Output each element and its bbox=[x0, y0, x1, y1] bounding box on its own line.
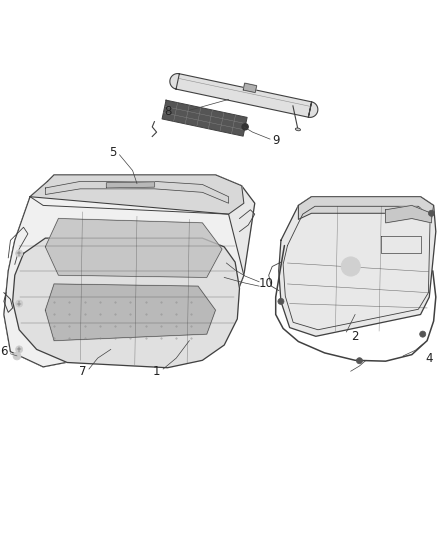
Circle shape bbox=[420, 331, 426, 337]
Text: 8: 8 bbox=[164, 105, 171, 118]
Circle shape bbox=[16, 346, 23, 353]
Circle shape bbox=[16, 250, 23, 257]
Text: 5: 5 bbox=[109, 146, 117, 159]
Text: 4: 4 bbox=[426, 352, 433, 365]
Circle shape bbox=[278, 298, 284, 304]
Text: 10: 10 bbox=[258, 278, 273, 290]
Circle shape bbox=[242, 124, 248, 130]
Ellipse shape bbox=[295, 128, 300, 131]
Circle shape bbox=[428, 210, 434, 216]
Circle shape bbox=[16, 300, 23, 307]
Polygon shape bbox=[243, 83, 257, 93]
Circle shape bbox=[341, 257, 360, 276]
Text: 2: 2 bbox=[351, 330, 359, 343]
Text: 7: 7 bbox=[79, 365, 86, 378]
Polygon shape bbox=[4, 197, 244, 367]
Polygon shape bbox=[4, 175, 255, 367]
Polygon shape bbox=[46, 219, 222, 277]
Text: 9: 9 bbox=[272, 134, 279, 147]
Polygon shape bbox=[46, 181, 229, 203]
Polygon shape bbox=[106, 182, 155, 188]
Circle shape bbox=[357, 358, 363, 364]
Polygon shape bbox=[298, 197, 434, 220]
Polygon shape bbox=[385, 205, 431, 223]
Text: 6: 6 bbox=[0, 345, 8, 358]
Polygon shape bbox=[170, 74, 318, 117]
Polygon shape bbox=[46, 284, 215, 341]
Circle shape bbox=[13, 352, 21, 360]
Text: 1: 1 bbox=[153, 365, 160, 378]
Polygon shape bbox=[30, 175, 244, 214]
Polygon shape bbox=[279, 197, 436, 336]
Polygon shape bbox=[13, 238, 240, 368]
Polygon shape bbox=[162, 100, 247, 136]
